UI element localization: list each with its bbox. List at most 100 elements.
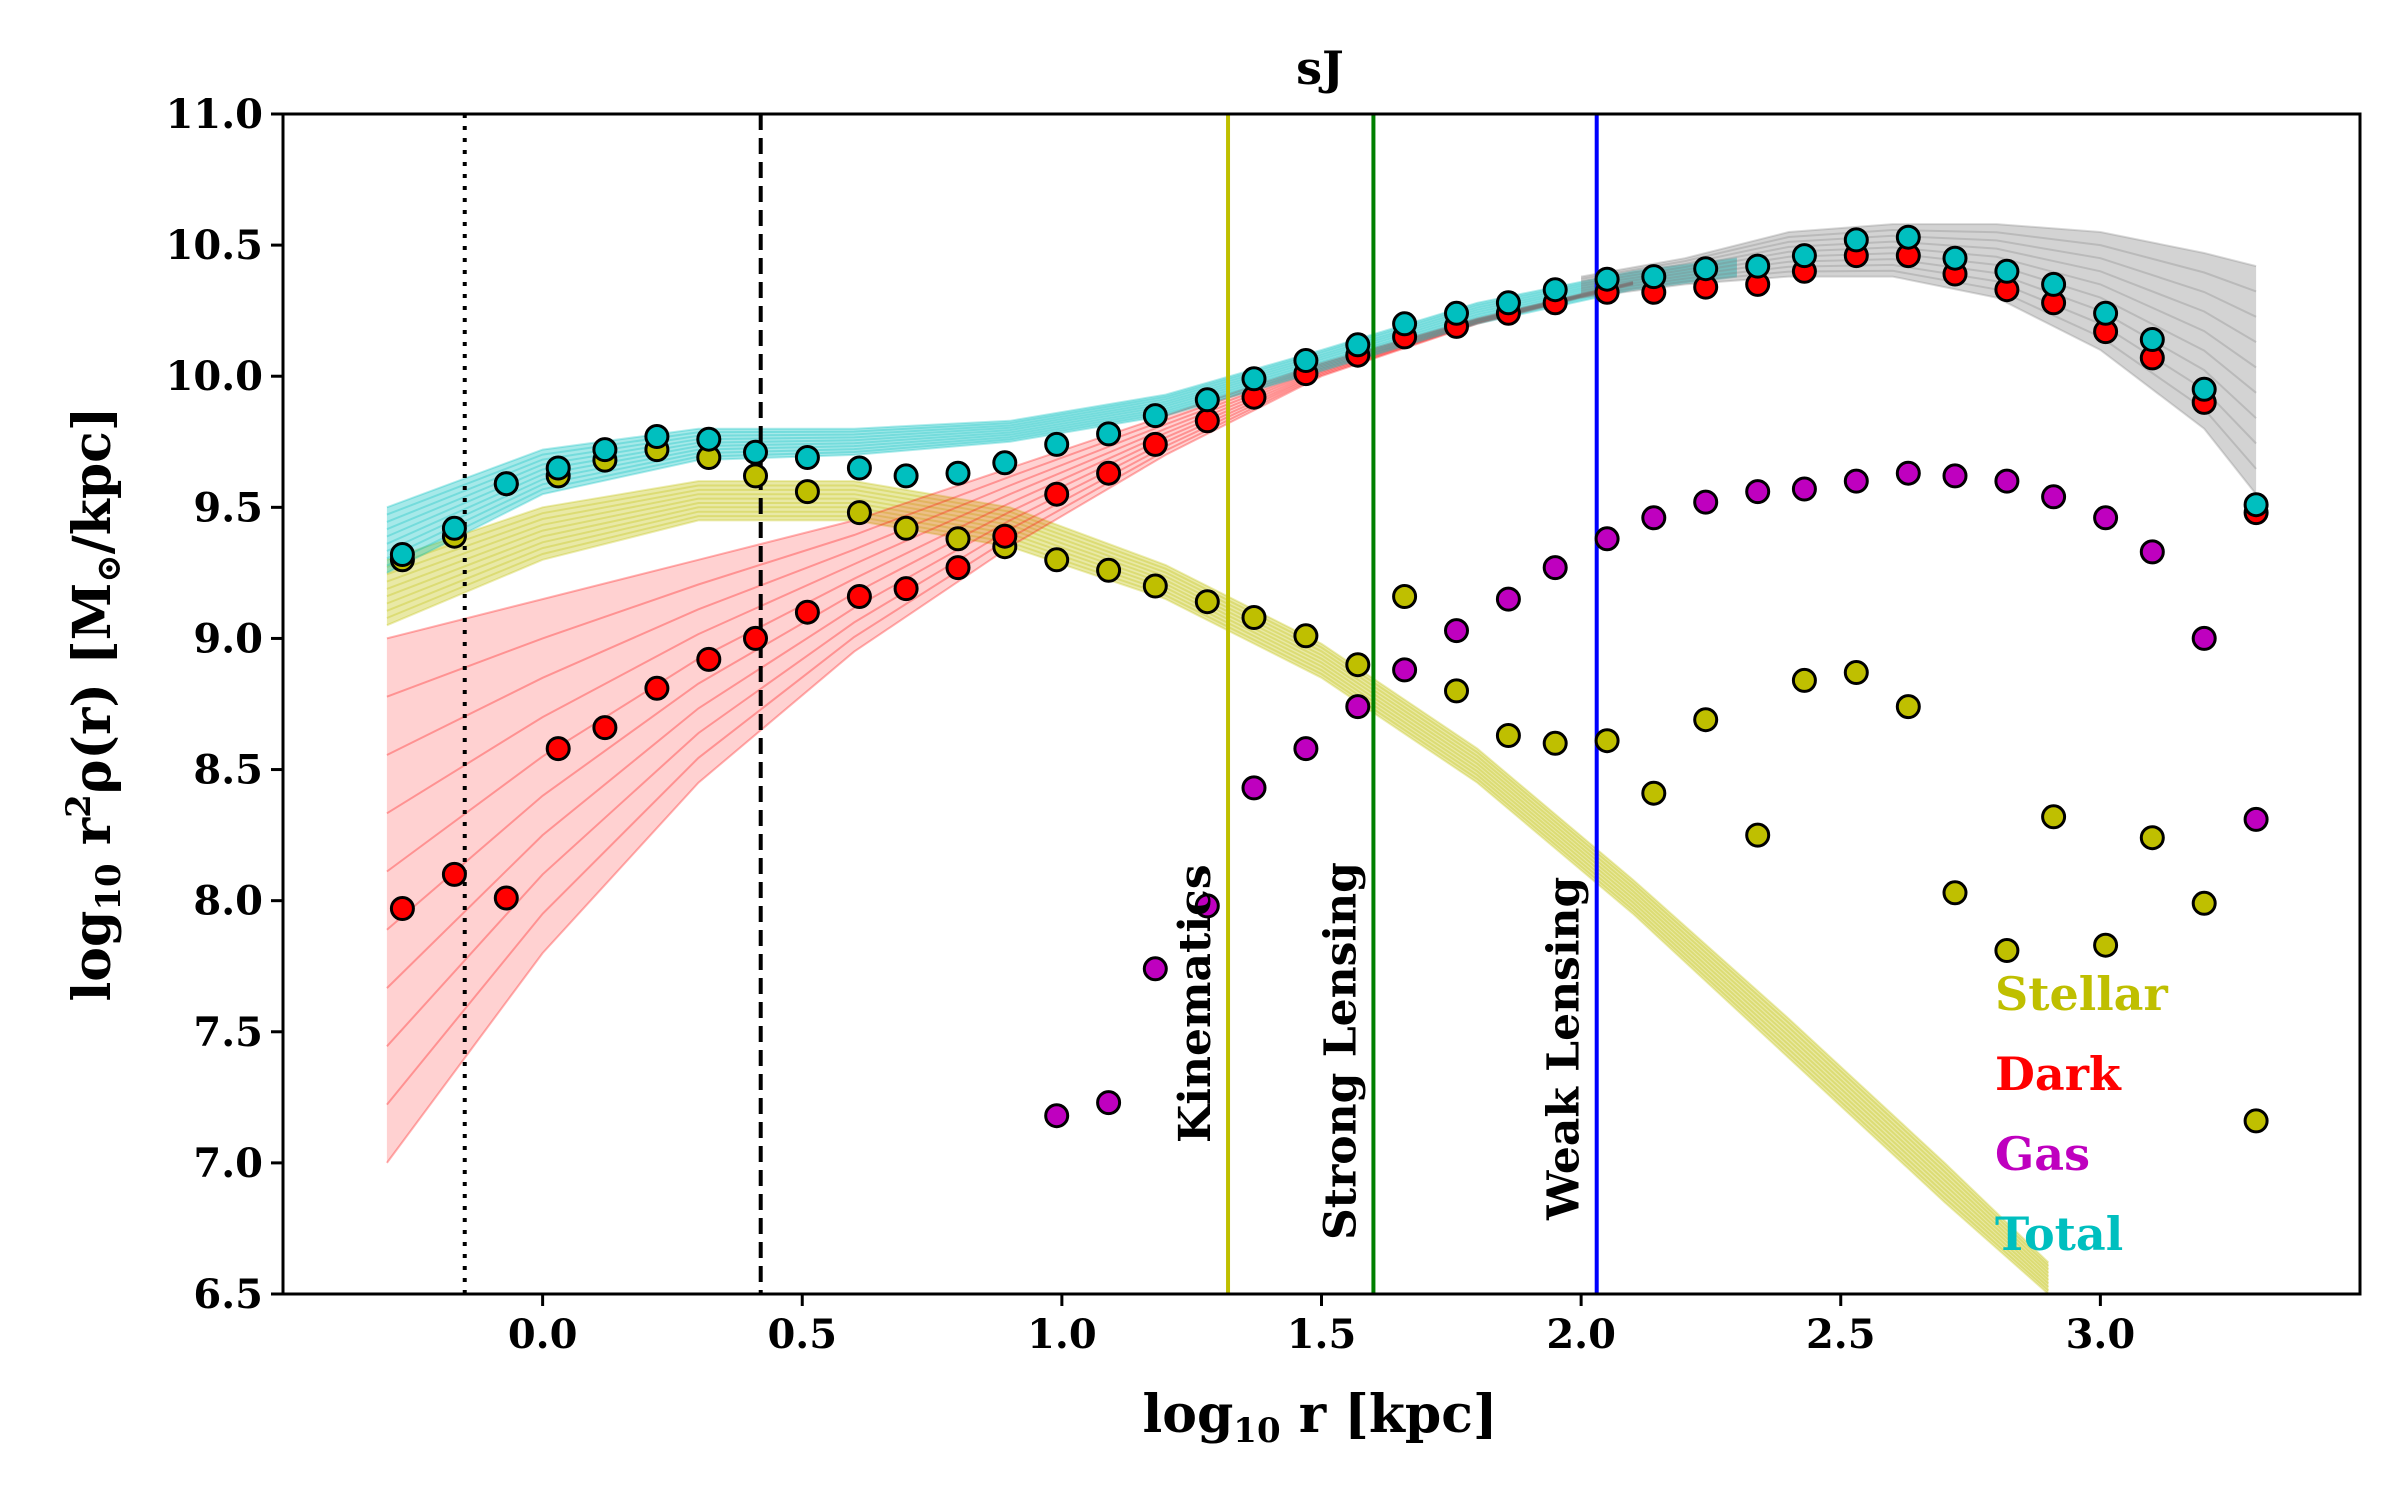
x-tick-label: 1.5 (1287, 1311, 1357, 1358)
stellar-point (1392, 584, 1418, 609)
stellar-point (1895, 694, 1921, 720)
total-point (644, 424, 670, 449)
gas-point (1542, 555, 1568, 581)
stellar-point (1096, 557, 1122, 583)
legend-total: Total (1995, 1207, 2123, 1261)
stellar-point (945, 526, 971, 552)
gas-point (1791, 476, 1817, 502)
dark-point (846, 584, 872, 609)
gas-point (2139, 539, 2165, 565)
axes: 0.0 0.5 1.0 1.5 2.0 2.5 3.0 6.5 7.0 7.5 8.0 8.5 9.0 9… (166, 91, 2136, 1358)
stellar-fits-curve (386, 515, 2050, 1292)
y-tick-label: 9.5 (193, 484, 263, 531)
gas-point (1444, 618, 1469, 644)
dark-point (545, 736, 571, 762)
y-tick-label: 10.5 (166, 222, 263, 269)
stellar-fits-curve (386, 506, 2050, 1285)
gas-point (1641, 505, 1667, 531)
stellar-point (1542, 730, 1568, 756)
gas-point (1942, 463, 1968, 489)
total-point (696, 426, 722, 452)
stellar-point (893, 515, 919, 541)
total-point (945, 460, 971, 486)
y-tick-label: 7.0 (193, 1140, 263, 1187)
total-point (592, 437, 618, 463)
gas-point (1096, 1090, 1122, 1116)
gas-point (2093, 505, 2119, 531)
total-point (1495, 290, 1521, 316)
gas-point (1994, 468, 2020, 494)
stellar-point (1641, 780, 1667, 806)
gas-point (1392, 657, 1418, 683)
y-axis-label: log10 r2ρ(r) [M⊙/kpc] (59, 407, 129, 1002)
stellar-point (743, 463, 768, 489)
gas-point (1345, 694, 1371, 720)
y-tick-label: 8.0 (193, 878, 263, 925)
total-point (1791, 243, 1817, 269)
total-point (1194, 387, 1220, 413)
stellar-point (1142, 573, 1168, 599)
stellar-point (2093, 932, 2119, 958)
stellar-point (1693, 707, 1719, 733)
x-tick-label: 3.0 (2066, 1311, 2136, 1358)
weak-lensing-label: Weak Lensing (1539, 877, 1590, 1221)
total-point (441, 515, 467, 541)
gas-point (1194, 893, 1220, 919)
gas-point (2041, 484, 2067, 510)
stellar-point (1843, 660, 1869, 685)
legend-gas: Gas (1995, 1127, 2090, 1181)
dark-point (1096, 460, 1122, 486)
gas-point (1843, 468, 1869, 494)
y-tick-label: 9.0 (193, 615, 263, 662)
total-point (2191, 376, 2217, 402)
stellar-point (1044, 547, 1070, 573)
stellar-point (2243, 1108, 2269, 1134)
total-point (2243, 492, 2269, 518)
total-point (1142, 403, 1168, 429)
gas-point (1495, 586, 1521, 612)
dark-fits-curve (386, 281, 1634, 756)
dark-fits-curve (386, 282, 1634, 989)
data-points (389, 224, 2269, 1134)
total-point (1942, 245, 1968, 271)
total-point (846, 455, 872, 481)
stellar-point (794, 479, 820, 505)
stellar-point (1194, 589, 1220, 615)
total-point (2093, 300, 2119, 326)
dark-point (743, 625, 768, 651)
dark-fits-curve (386, 281, 1634, 815)
stellar-point (1293, 623, 1319, 649)
total-point (1444, 300, 1469, 326)
stellar-point (2139, 825, 2165, 851)
total-point (1594, 266, 1620, 292)
stellar-point (1495, 723, 1521, 748)
total-point (743, 439, 768, 465)
dark-point (441, 861, 467, 887)
total-point (1843, 227, 1869, 253)
vertical-line-labels: Kinematics Strong Lensing Weak Lensing (1170, 862, 1590, 1240)
total-point (893, 463, 919, 489)
total-point (1994, 258, 2020, 284)
gas-point (1594, 526, 1620, 552)
dark-point (1044, 481, 1070, 507)
y-tick-label: 8.5 (193, 747, 263, 794)
outer-fits-curve (1580, 223, 2257, 278)
dark-point (592, 715, 618, 741)
total-point (992, 450, 1018, 476)
gas-point (1745, 479, 1771, 505)
stellar-point (1994, 938, 2020, 963)
legend-stellar: Stellar (1995, 967, 2168, 1021)
kinematics-label: Kinematics (1170, 864, 1221, 1143)
dark-fits-curve (386, 281, 1634, 698)
x-tick-label: 2.0 (1546, 1311, 1616, 1358)
stellar-fits-curve (386, 519, 2050, 1294)
stellar-fits-curve (386, 510, 2050, 1288)
total-point (389, 542, 415, 567)
dark-fits-curve (386, 282, 1634, 931)
stellar-point (1444, 678, 1469, 704)
x-axis-label: log10 r [kpc] (1143, 1384, 1498, 1451)
y-tick-label: 6.5 (193, 1271, 263, 1318)
total-point (1745, 253, 1771, 279)
dark-point (493, 885, 519, 911)
